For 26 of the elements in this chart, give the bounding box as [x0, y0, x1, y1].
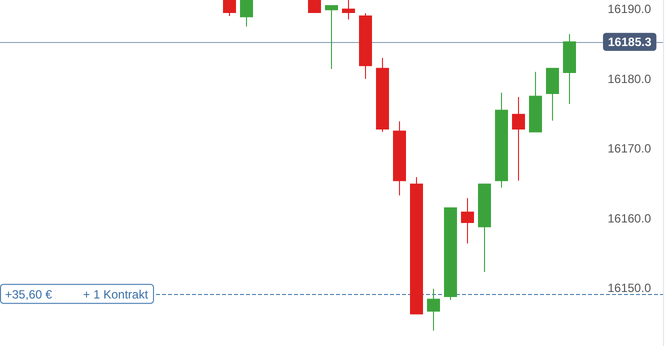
candlestick	[410, 176, 423, 314]
candlestick	[308, 0, 321, 14]
annotation: + 1 Kontrakt	[83, 287, 149, 302]
candlestick	[223, 0, 236, 17]
candlestick	[563, 34, 576, 104]
candlestick	[495, 92, 508, 188]
candlestick	[325, 5, 338, 70]
ref-line-label: 16185.3	[608, 34, 652, 49]
candlestick	[427, 288, 440, 332]
candlestick	[240, 0, 253, 28]
candlestick	[546, 68, 559, 122]
candlestick	[512, 96, 525, 182]
candlestick	[461, 198, 474, 244]
y-tick-label: 16160.0	[608, 211, 652, 226]
candlestick	[444, 207, 457, 300]
ref-line-label: +35,60 €	[5, 287, 52, 302]
candlestick	[393, 120, 406, 196]
y-tick-label: 16180.0	[608, 72, 652, 86]
candlestick	[359, 12, 372, 80]
y-tick-label: 16150.0	[608, 281, 652, 296]
candlestick	[478, 184, 491, 273]
candlestick	[342, 0, 355, 20]
candlestick	[376, 57, 389, 132]
y-tick-label: 16170.0	[608, 142, 652, 156]
candlestick	[529, 71, 542, 132]
y-tick-label: 16190.0	[608, 2, 652, 16]
